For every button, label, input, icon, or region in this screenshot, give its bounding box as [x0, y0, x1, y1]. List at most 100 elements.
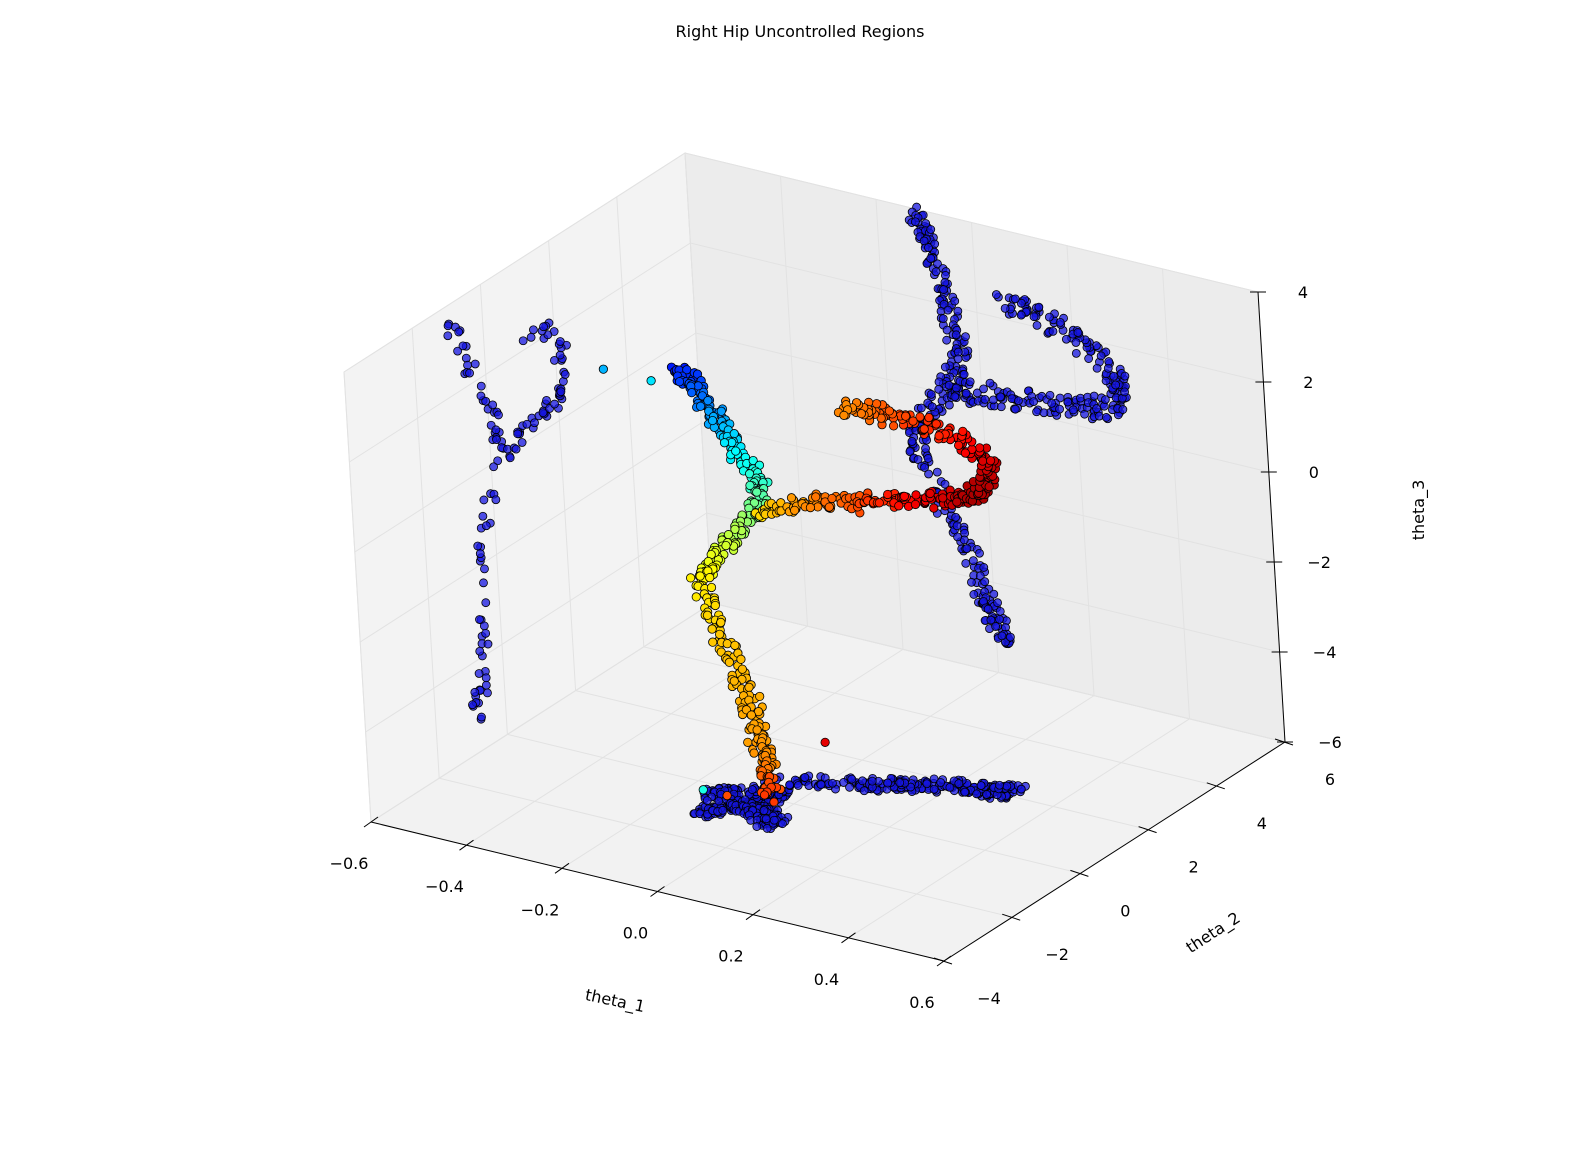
back-projection-point: [1084, 354, 1094, 363]
left-projection-point: [473, 541, 483, 551]
z-axis-label: theta_3: [1409, 480, 1429, 541]
data-point: [743, 737, 753, 747]
back-projection-point: [953, 306, 963, 316]
x-tick: [459, 839, 474, 851]
floor-projection-point: [847, 774, 857, 784]
data-point: [910, 499, 921, 510]
floor-projection-point: [762, 824, 772, 833]
floor-projection-point: [785, 780, 794, 790]
back-projection-point: [1063, 397, 1073, 407]
back-projection-point: [993, 598, 1002, 608]
x-tick-label: 0.6: [909, 993, 934, 1012]
back-projection-point: [1010, 294, 1020, 304]
back-projection-point: [996, 402, 1006, 412]
x-axis-ticks: −0.6 −0.4 −0.2 0.0 0.2 0.4 0.6: [330, 816, 952, 1012]
back-projection-point: [1044, 312, 1054, 322]
x-tick: [841, 932, 856, 944]
floor-projection-point: [1002, 781, 1012, 791]
back-projection-point: [1045, 390, 1055, 400]
back-projection-point: [1096, 351, 1106, 361]
floor-projection-point: [752, 822, 762, 831]
data-point: [745, 480, 755, 491]
floor-projection-point: [800, 772, 810, 782]
left-projection-point: [517, 438, 527, 447]
x-tick-label: −0.2: [521, 900, 560, 919]
floor-projection-point: [828, 778, 837, 788]
left-projection-point: [480, 564, 489, 574]
data-point: [691, 592, 701, 602]
left-projection-point: [494, 410, 503, 420]
back-projection-point: [996, 392, 1005, 402]
floor-projection-point: [976, 781, 986, 790]
y-tick: [1206, 782, 1225, 790]
back-projection-point: [961, 558, 971, 568]
x-tick: [650, 886, 665, 897]
data-point: [721, 540, 731, 551]
data-point: [729, 429, 739, 439]
floor-projection-point: [995, 780, 1004, 790]
data-point: [707, 624, 717, 634]
data-point: [755, 691, 765, 702]
back-projection-point: [953, 354, 963, 364]
data-point: [839, 410, 849, 420]
back-projection-point: [1014, 396, 1023, 406]
y-tick: [933, 957, 953, 965]
floor-projection-point: [839, 778, 848, 787]
data-point: [769, 797, 779, 807]
data-point: [884, 406, 894, 416]
data-point: [960, 448, 970, 458]
y-tick-label: 4: [1257, 814, 1267, 833]
left-projection-point: [489, 462, 499, 472]
back-projection-point: [1048, 326, 1058, 336]
left-projection-point: [492, 435, 501, 444]
back-projection-point: [1120, 387, 1129, 397]
y-tick-label: −4: [977, 989, 1001, 1008]
data-point: [752, 725, 762, 735]
data-point: [724, 657, 734, 667]
floor-projection-point: [945, 783, 955, 792]
x-tick-label: 0.4: [814, 970, 839, 989]
left-projection-point: [476, 381, 486, 391]
back-projection-point: [1068, 405, 1078, 415]
back-projection-point: [942, 325, 952, 335]
isolated-data-point: [698, 785, 708, 795]
back-projection-point: [1111, 380, 1121, 390]
floor-projection-point: [793, 781, 803, 790]
y-axis-ticks: −4 −2 0 2 4 6: [933, 738, 1335, 1008]
left-projection-point: [478, 511, 488, 521]
left-projection-point: [458, 341, 468, 351]
projection-scatter: [443, 202, 1131, 833]
data-point: [715, 629, 725, 639]
data-point: [901, 411, 911, 421]
data-point: [702, 610, 713, 620]
back-projection-point: [953, 532, 962, 542]
back-projection-point: [988, 395, 998, 405]
back-projection-point: [1055, 404, 1064, 414]
x-tick-label: 0.2: [718, 947, 743, 966]
data-point: [934, 431, 944, 441]
data-point: [730, 640, 740, 650]
data-point: [925, 488, 935, 499]
data-point: [975, 443, 985, 453]
x-tick: [363, 816, 379, 828]
floor-projection-point: [816, 780, 826, 790]
floor-projection-point: [859, 786, 869, 796]
y-tick-label: 6: [1325, 770, 1335, 789]
back-projection-point: [1109, 371, 1119, 381]
y-axis-label: theta_2: [1182, 908, 1244, 958]
back-projection-point: [980, 577, 990, 587]
left-projection-point: [481, 521, 491, 531]
left-projection-point: [481, 628, 491, 638]
x-tick-label: −0.4: [425, 877, 464, 896]
data-point: [749, 748, 759, 758]
left-projection-point: [550, 399, 559, 409]
left-projection-point: [522, 419, 532, 429]
back-projection-point: [910, 217, 920, 227]
back-projection-point: [924, 243, 933, 252]
back-projection-point: [991, 622, 1001, 631]
back-projection-point: [926, 225, 936, 234]
back-projection-point: [916, 403, 926, 413]
back-projection-point: [907, 437, 917, 446]
back-projection-point: [1055, 317, 1065, 327]
floor-projection-point: [867, 776, 877, 786]
